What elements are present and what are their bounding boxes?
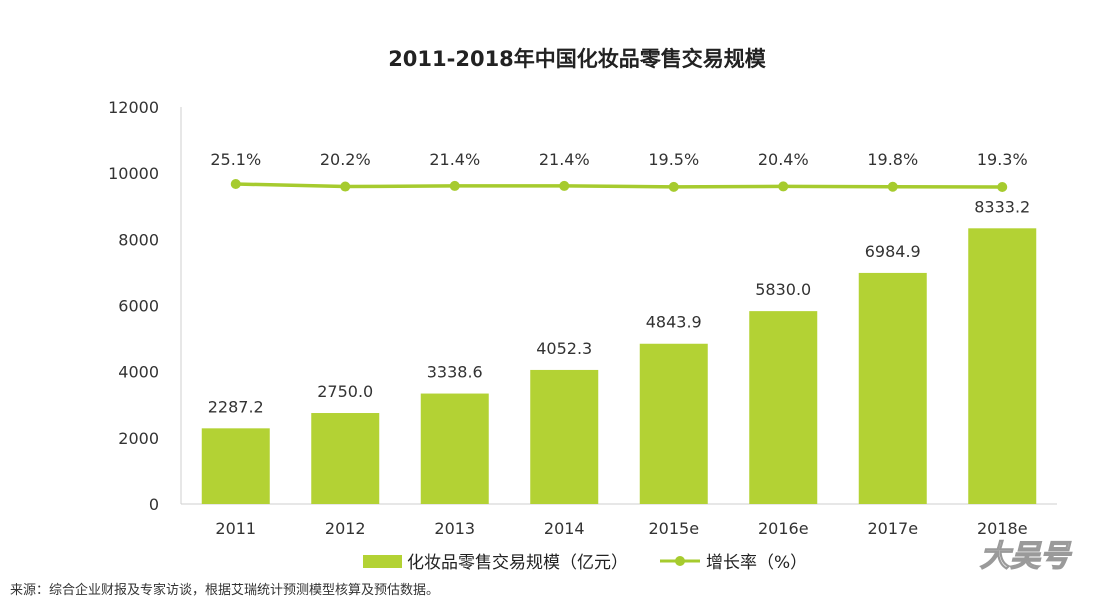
y-axis-ticks: 0 2000 4000 6000 8000 10000 12000 — [108, 98, 159, 514]
y-tick-label: 8000 — [118, 230, 159, 249]
growth-point — [668, 181, 679, 192]
source-note: 来源：综合企业财报及专家访谈，根据艾瑞统计预测模型核算及预估数据。 — [10, 582, 439, 598]
legend: 化妆品零售交易规模（亿元） 增长率（%） — [363, 553, 807, 573]
chart-title: 2011-2018年中国化妆品零售交易规模 — [388, 47, 767, 71]
x-tick-label: 2012 — [325, 519, 366, 538]
x-tick-label: 2013 — [434, 519, 475, 538]
bar-value-label: 8333.2 — [974, 197, 1030, 216]
y-tick-label: 0 — [149, 495, 159, 514]
growth-value-label: 20.4% — [758, 150, 809, 169]
growth-point — [997, 182, 1008, 192]
bar-series — [201, 228, 1037, 504]
bar — [530, 369, 599, 504]
bar-value-label: 4052.3 — [536, 339, 592, 358]
bar — [420, 393, 489, 504]
x-tick-label: 2016e — [758, 519, 809, 538]
legend-line-marker — [675, 556, 685, 566]
bar-value-label: 6984.9 — [865, 242, 921, 261]
growth-value-label: 19.5% — [648, 150, 699, 169]
bar — [858, 272, 927, 504]
legend-bar-label: 化妆品零售交易规模（亿元） — [407, 553, 628, 573]
bar — [201, 428, 270, 504]
x-axis-ticks: 2011 2012 2013 2014 2015e 2016e 2017e 2018e — [215, 519, 1027, 538]
growth-point — [887, 181, 898, 192]
x-tick-label: 2017e — [867, 519, 918, 538]
bar-value-label: 5830.0 — [755, 280, 811, 299]
y-tick-label: 6000 — [118, 297, 159, 316]
growth-line-series — [230, 179, 1008, 192]
growth-value-label: 21.4% — [539, 150, 590, 169]
y-tick-label: 2000 — [118, 429, 159, 448]
x-tick-label: 2015e — [648, 519, 699, 538]
bar-value-label: 2287.2 — [208, 397, 264, 416]
bar — [749, 311, 818, 504]
bar-value-label: 4843.9 — [646, 313, 702, 332]
watermark-logo: 大吴号 — [980, 539, 1072, 574]
growth-value-label: 19.3% — [977, 150, 1028, 169]
growth-point — [778, 181, 789, 192]
bar-data-labels: 2287.2 2750.0 3338.6 4052.3 4843.9 5830.0 6984… — [208, 197, 1030, 416]
growth-point — [340, 181, 351, 192]
bar — [968, 228, 1037, 504]
growth-point — [449, 180, 460, 191]
growth-data-labels: 25.1% 20.2% 21.4% 21.4% 19.5% 20.4% 19.8% 19.3% — [210, 150, 1027, 169]
growth-point — [230, 179, 241, 189]
y-tick-label: 12000 — [108, 98, 159, 117]
growth-value-label: 19.8% — [867, 150, 918, 169]
growth-point — [559, 180, 570, 191]
growth-value-label: 20.2% — [320, 150, 371, 169]
x-tick-label: 2014 — [544, 519, 585, 538]
x-tick-label: 2011 — [215, 519, 256, 538]
bar-value-label: 3338.6 — [427, 363, 483, 382]
y-tick-label: 4000 — [118, 363, 159, 382]
y-tick-label: 10000 — [108, 164, 159, 183]
growth-line — [235, 182, 1003, 189]
growth-value-label: 25.1% — [210, 150, 261, 169]
growth-value-label: 21.4% — [429, 150, 480, 169]
legend-line-label: 增长率（%） — [706, 553, 807, 573]
bar — [639, 343, 708, 504]
x-tick-label: 2018e — [977, 519, 1028, 538]
bar — [311, 413, 380, 504]
legend-bar-swatch — [363, 555, 402, 568]
bar-value-label: 2750.0 — [317, 382, 373, 401]
